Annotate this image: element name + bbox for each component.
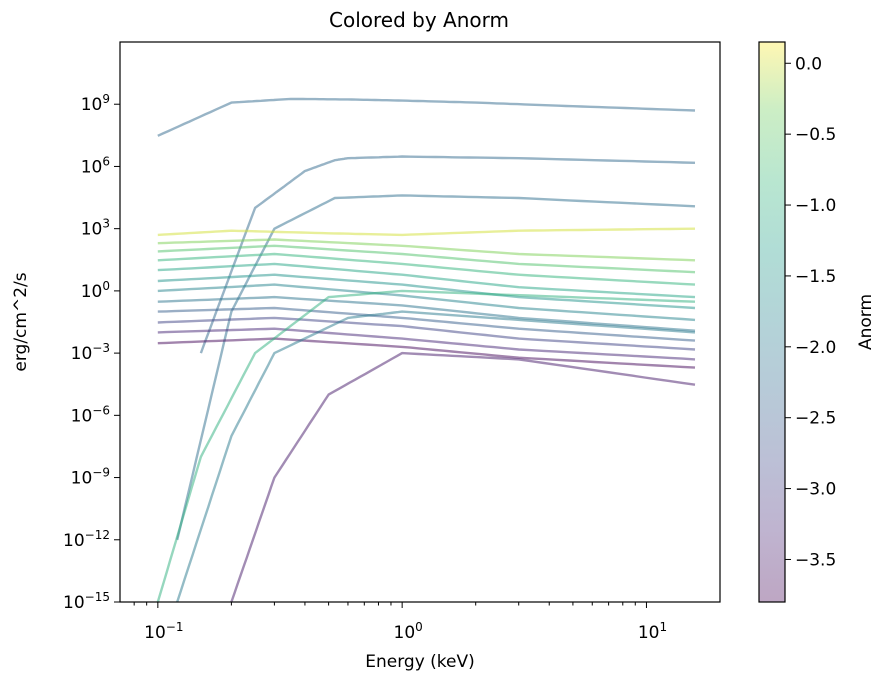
plot-frame [119, 41, 721, 603]
series-line-12 [157, 316, 696, 351]
y-axis: 10−15 10−12 10−9 10−6 10−3 100 103 106 109 [63, 92, 120, 613]
series-line-14 [157, 337, 696, 369]
series-line-8 [157, 273, 696, 310]
colorbar-gradient [758, 41, 786, 603]
colorbar-tick-label-3: −1.5 [795, 267, 836, 287]
series-line-0 [157, 97, 696, 137]
series-line-13 [157, 327, 696, 361]
series-line-7 [157, 262, 696, 299]
series-line-10 [157, 295, 696, 332]
colorbar-tick-label-7: −3.5 [795, 550, 836, 570]
x-tick-label-2: 101 [638, 620, 667, 643]
series-group [156, 97, 696, 603]
colorbar-label: Anorm [856, 294, 875, 350]
y-tick-label-4: 10−3 [71, 341, 110, 364]
series-line-2 [176, 194, 696, 541]
series-line-16 [156, 289, 696, 603]
y-tick-label-7: 106 [81, 154, 110, 177]
y-tick-label-3: 10−6 [71, 403, 110, 426]
series-line-3 [157, 227, 696, 237]
y-tick-label-8: 109 [81, 92, 110, 115]
x-axis-label: Energy (keV) [365, 652, 475, 672]
colorbar-ticks: 0.0 −0.5 −1.0 −1.5 −2.0 −2.5 −3.0 −3.5 [785, 54, 836, 570]
series-line-17 [176, 310, 696, 603]
y-tick-label-5: 100 [81, 279, 110, 302]
y-axis-label: erg/cm^2/s [11, 272, 31, 371]
colorbar-tick-label-4: −2.0 [795, 338, 836, 358]
colorbar: 0.0 −0.5 −1.0 −1.5 −2.0 −2.5 −3.0 −3.5 Anorm [758, 41, 875, 603]
series-line-5 [157, 244, 696, 274]
series-line-1 [199, 155, 696, 354]
series-line-6 [157, 252, 696, 286]
series-line-11 [157, 306, 696, 342]
colorbar-tick-label-2: −1.0 [795, 196, 836, 216]
y-tick-label-6: 103 [81, 217, 110, 240]
y-tick-label-2: 10−9 [71, 466, 110, 489]
x-tick-label-0: 10−1 [144, 620, 183, 643]
y-tick-label-0: 10−15 [63, 590, 110, 613]
series-line-15 [230, 351, 696, 603]
x-axis: 10−1 100 101 [133, 602, 667, 643]
colorbar-tick-label-0: 0.0 [795, 54, 822, 74]
colorbar-tick-label-6: −3.0 [795, 480, 836, 500]
y-tick-label-1: 10−12 [63, 528, 110, 551]
series-line-4 [157, 238, 696, 262]
colorbar-tick-label-5: −2.5 [795, 409, 836, 429]
chart-title: Colored by Anorm [329, 8, 509, 32]
x-tick-label-1: 100 [394, 620, 423, 643]
series-line-9 [157, 283, 696, 322]
colorbar-tick-label-1: −0.5 [795, 125, 836, 145]
